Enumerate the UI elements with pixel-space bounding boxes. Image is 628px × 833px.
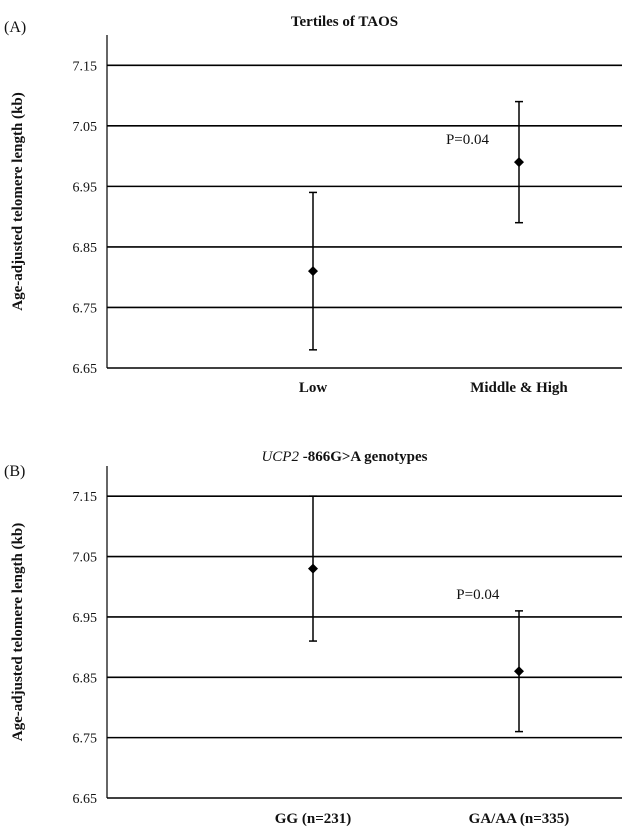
- panel-b-p-value: P=0.04: [456, 587, 500, 603]
- panel-b-category-label: GG (n=231): [275, 811, 351, 827]
- panel-b-ytick-label: 7.05: [73, 551, 98, 566]
- panel-a-data-point: [514, 157, 524, 168]
- panel-b-ytick-label: 6.65: [73, 792, 98, 807]
- panel-a-p-value: P=0.04: [446, 132, 490, 148]
- panel-b-label: (B): [4, 463, 25, 480]
- panel-a-category-label: Middle & High: [470, 380, 568, 396]
- panel-b-data-point: [514, 666, 524, 677]
- panel-a-label: (A): [4, 19, 26, 36]
- panel-a-ytick-label: 7.05: [73, 120, 98, 135]
- panel-a-title: Tertiles of TAOS: [291, 14, 398, 30]
- panel-a-ytick-label: 6.85: [73, 241, 98, 256]
- panel-a-ytick-label: 6.75: [73, 301, 98, 316]
- panel-a-ytick-label: 6.95: [73, 180, 98, 195]
- panel-b-ytick-label: 6.95: [73, 611, 98, 626]
- panel-a-ylabel: Age-adjusted telomere length (kb): [10, 92, 26, 310]
- panel-b-data-point: [308, 563, 318, 574]
- panel-a-category-label: Low: [299, 380, 328, 396]
- panel-a-data-point: [308, 266, 318, 277]
- panel-a-ytick-label: 7.15: [73, 59, 98, 74]
- panel-b-ylabel: Age-adjusted telomere length (kb): [10, 523, 26, 741]
- panel-b-title-gene: UCP2: [261, 449, 302, 465]
- panel-a-ytick-label: 6.65: [73, 362, 98, 377]
- panel-b-title-text: -866G>A genotypes: [303, 449, 428, 465]
- panel-b-ytick-label: 6.85: [73, 671, 98, 686]
- panel-b-ytick-label: 7.15: [73, 490, 98, 505]
- panel-b-title: UCP2 -866G>A genotypes: [261, 449, 427, 465]
- panel-b-category-label: GA/AA (n=335): [469, 811, 570, 827]
- panel-b-ytick-label: 6.75: [73, 732, 98, 747]
